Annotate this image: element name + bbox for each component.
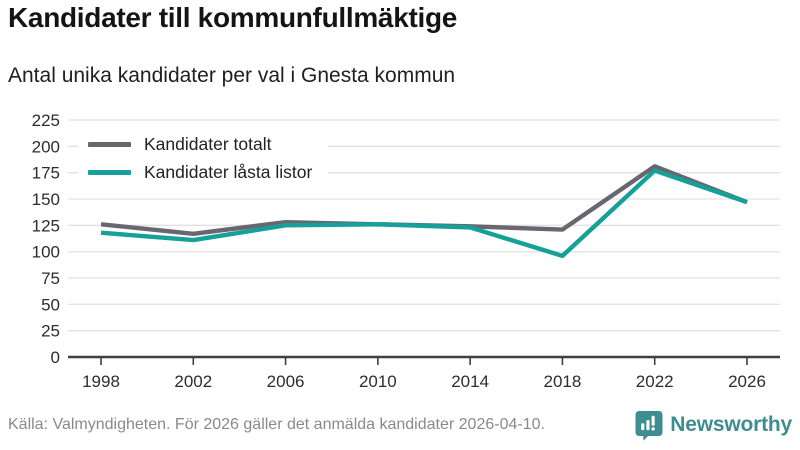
svg-text:2014: 2014 (451, 372, 489, 391)
svg-text:150: 150 (32, 190, 60, 209)
svg-text:2010: 2010 (359, 372, 397, 391)
svg-text:75: 75 (41, 269, 60, 288)
svg-text:25: 25 (41, 322, 60, 341)
svg-text:2022: 2022 (636, 372, 674, 391)
newsworthy-bubble-chart-icon (635, 410, 663, 441)
legend: Kandidater totalt Kandidater låsta listo… (78, 129, 329, 190)
series-line-1 (100, 168, 748, 259)
legend-label-lasta-listor: Kandidater låsta listor (144, 162, 313, 182)
newsworthy-logo: Newsworthy (635, 410, 792, 441)
legend-label-totalt: Kandidater totalt (144, 134, 272, 154)
svg-text:2002: 2002 (174, 372, 212, 391)
svg-text:225: 225 (32, 111, 60, 130)
x-axis-tick-labels: 1998 2002 2006 2010 2014 2018 2022 2026 (82, 357, 766, 391)
svg-text:1998: 1998 (82, 372, 120, 391)
legend-swatch-lasta-listor-icon (88, 170, 131, 175)
gridlines (68, 119, 780, 332)
svg-text:50: 50 (41, 295, 60, 314)
svg-text:100: 100 (32, 243, 60, 262)
footer: Källa: Valmyndigheten. För 2026 gäller d… (0, 406, 800, 450)
y-axis-tick-labels: 0 25 50 75 100 125 150 175 200 225 (32, 111, 60, 367)
svg-text:200: 200 (32, 137, 60, 156)
legend-swatch-totalt-icon (88, 142, 131, 147)
svg-text:2018: 2018 (544, 372, 582, 391)
svg-text:175: 175 (32, 164, 60, 183)
legend-item-lasta-listor: Kandidater låsta listor (88, 162, 312, 183)
svg-text:125: 125 (32, 216, 60, 235)
svg-text:2006: 2006 (267, 372, 305, 391)
newsworthy-wordmark: Newsworthy (670, 413, 792, 436)
svg-text:2026: 2026 (728, 372, 766, 391)
chart-subtitle: Antal unika kandidater per val i Gnesta … (8, 64, 456, 87)
svg-text:0: 0 (51, 348, 60, 367)
source-note: Källa: Valmyndigheten. För 2026 gäller d… (8, 416, 545, 433)
data-series (100, 164, 748, 259)
page-title: Kandidater till kommunfullmäktige (8, 2, 458, 33)
legend-item-totalt: Kandidater totalt (88, 134, 312, 155)
